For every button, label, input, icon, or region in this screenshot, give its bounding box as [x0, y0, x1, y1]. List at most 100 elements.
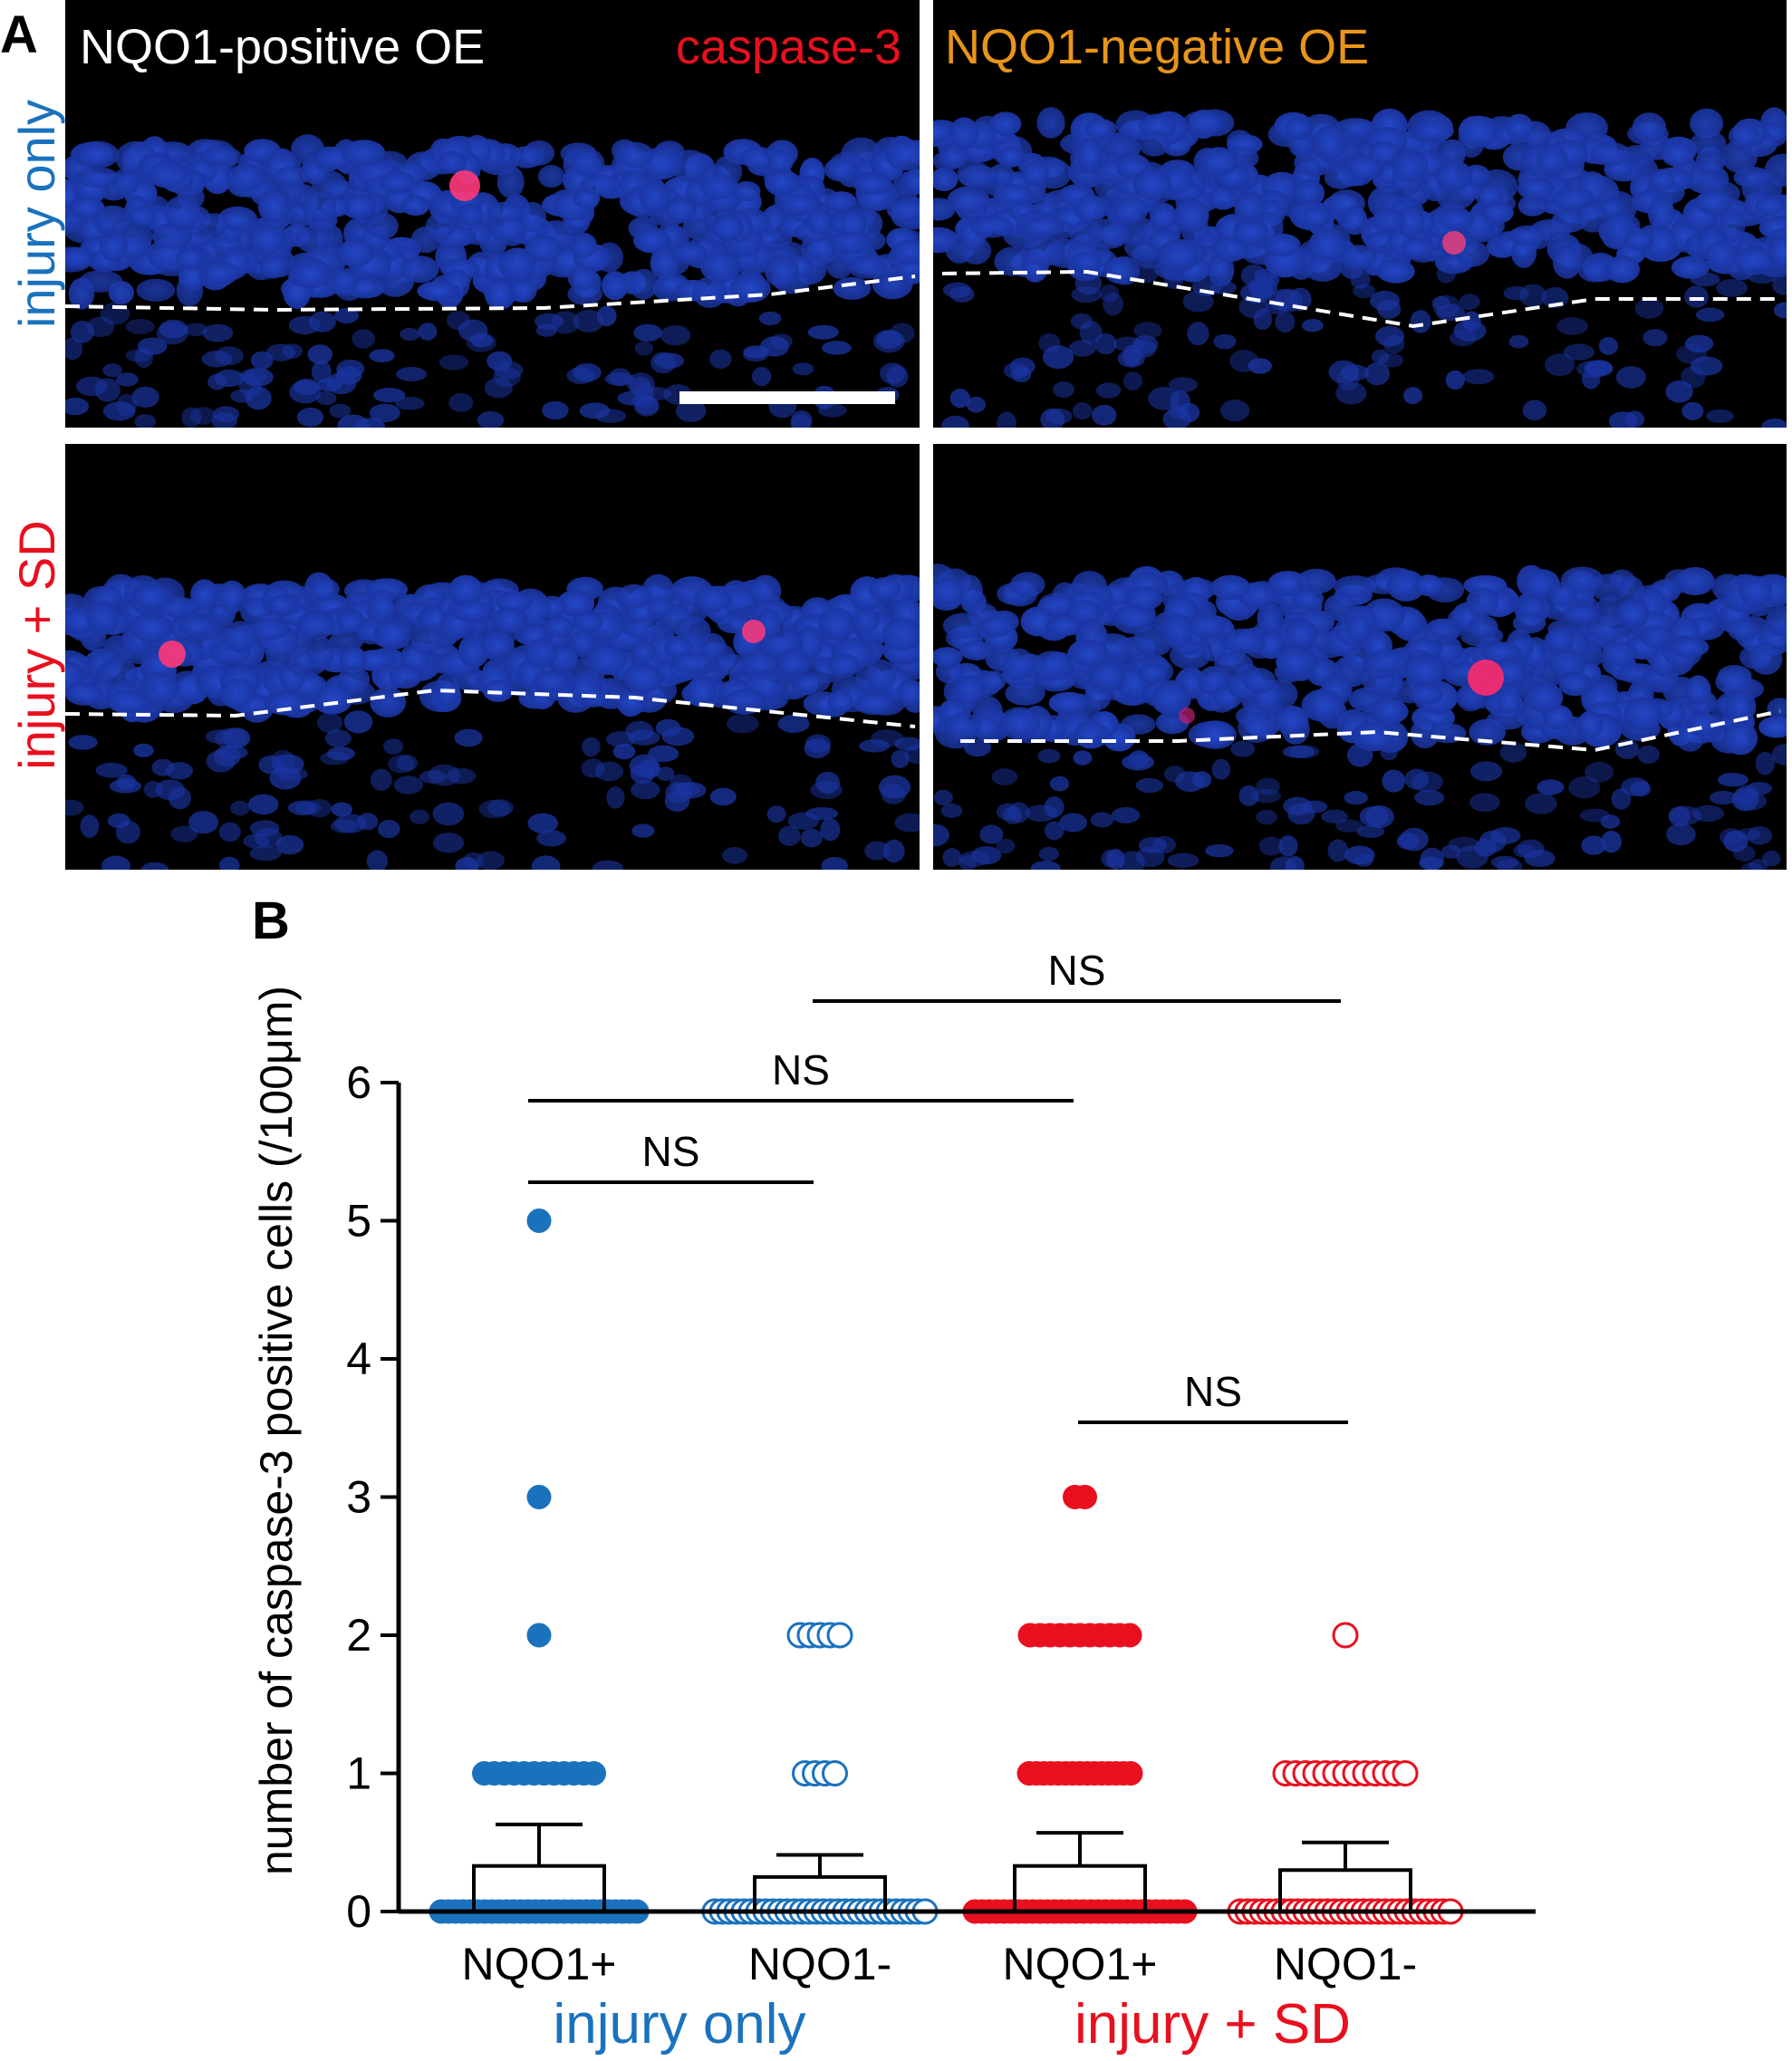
- nucleus: [1138, 663, 1168, 684]
- nucleus: [1563, 343, 1595, 361]
- caspase-cell: [159, 640, 186, 668]
- nucleus: [226, 164, 265, 192]
- nucleus: [880, 362, 906, 384]
- nucleus: [65, 246, 94, 269]
- nucleus: [366, 850, 388, 870]
- nucleus: [147, 160, 188, 188]
- nucleus: [827, 231, 872, 255]
- nucleus: [622, 618, 664, 640]
- nucleus: [1403, 387, 1422, 405]
- nucleus: [1718, 773, 1749, 787]
- nucleus: [1632, 112, 1667, 142]
- nucleus: [853, 172, 892, 195]
- nucleus: [1768, 235, 1787, 268]
- nucleus: [1074, 272, 1103, 295]
- nucleus: [1067, 600, 1103, 622]
- nuclei-layer-bottom-right: [933, 563, 1787, 870]
- nucleus: [393, 775, 424, 795]
- x-category-label: NQO1+: [462, 1939, 617, 1989]
- nucleus: [1344, 845, 1375, 865]
- nucleus: [571, 149, 605, 178]
- nucleus: [1005, 680, 1045, 706]
- nucleus: [1122, 754, 1154, 771]
- nucleus: [1022, 236, 1065, 267]
- nucleus: [901, 168, 920, 195]
- nucleus: [486, 201, 524, 223]
- nucleus: [487, 799, 514, 817]
- nucleus: [1608, 411, 1638, 428]
- nucleus: [894, 813, 920, 833]
- nucleus: [454, 728, 483, 747]
- nucleus: [1578, 258, 1610, 283]
- nucleus: [1747, 267, 1778, 284]
- nucleus: [675, 400, 707, 422]
- nucleus: [75, 376, 108, 397]
- nucleus: [573, 363, 602, 382]
- nucleus: [751, 367, 772, 386]
- nucleus: [1167, 852, 1199, 868]
- y-axis-label: number of caspase-3 positive cells (/100…: [251, 986, 302, 1875]
- nucleus: [1643, 329, 1668, 347]
- nucleus: [352, 329, 376, 349]
- nucleus: [1291, 588, 1325, 611]
- nucleus: [982, 615, 1013, 637]
- nucleus: [156, 322, 188, 345]
- nucleus: [455, 857, 479, 870]
- nucleus: [306, 799, 332, 818]
- nucleus: [109, 778, 142, 794]
- nucleus: [800, 828, 823, 848]
- nucleus: [1200, 634, 1228, 662]
- nucleus: [1372, 208, 1405, 233]
- nucleus: [570, 630, 596, 658]
- nucleus: [1256, 809, 1277, 825]
- nucleus: [368, 589, 398, 622]
- nucleus: [1124, 586, 1163, 611]
- nucleus: [1469, 793, 1500, 812]
- nucleus: [266, 594, 296, 615]
- nucleus: [1470, 761, 1503, 782]
- nucleus: [330, 269, 359, 296]
- nucleus: [1497, 858, 1523, 870]
- nucleus: [884, 139, 920, 171]
- nucleus: [265, 343, 296, 361]
- nucleus: [155, 779, 185, 801]
- nucleus: [1308, 227, 1346, 262]
- nucleus: [1547, 582, 1577, 608]
- nucleus: [1604, 255, 1640, 284]
- nucleus: [1373, 693, 1406, 727]
- nucleus: [1740, 862, 1763, 870]
- nucleus: [476, 851, 505, 870]
- nucleus: [631, 393, 653, 409]
- nucleus: [994, 184, 1036, 205]
- nucleus: [140, 862, 169, 870]
- nucleus: [1646, 226, 1677, 261]
- significance-label: NS: [1048, 947, 1106, 994]
- nucleus: [996, 803, 1020, 821]
- nucleus: [1021, 217, 1065, 237]
- nucleus: [1234, 191, 1266, 221]
- nucleus: [1469, 615, 1498, 640]
- nucleus: [1552, 246, 1582, 279]
- nucleus: [307, 344, 332, 365]
- nucleus: [80, 814, 100, 838]
- nucleus: [963, 738, 992, 757]
- nucleus: [296, 407, 324, 428]
- nucleus: [1669, 637, 1710, 658]
- nucleus: [806, 207, 833, 236]
- nucleus: [337, 666, 371, 693]
- nucleus: [337, 414, 370, 428]
- panel-b-letter: B: [252, 891, 290, 950]
- nucleus: [1690, 108, 1724, 139]
- nucleus: [1053, 381, 1074, 398]
- nucleus: [1070, 252, 1103, 274]
- nucleus: [1716, 278, 1749, 297]
- nucleus: [1448, 836, 1480, 852]
- nucleus: [307, 636, 334, 670]
- data-point: [826, 1622, 853, 1649]
- nucleus: [275, 834, 304, 855]
- nucleus: [1210, 574, 1251, 601]
- nucleus: [941, 415, 969, 428]
- nucleus: [1409, 683, 1444, 705]
- nucleus: [1250, 788, 1282, 804]
